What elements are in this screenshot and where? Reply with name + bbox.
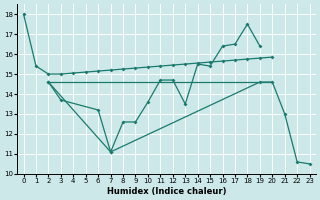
X-axis label: Humidex (Indice chaleur): Humidex (Indice chaleur)	[107, 187, 226, 196]
